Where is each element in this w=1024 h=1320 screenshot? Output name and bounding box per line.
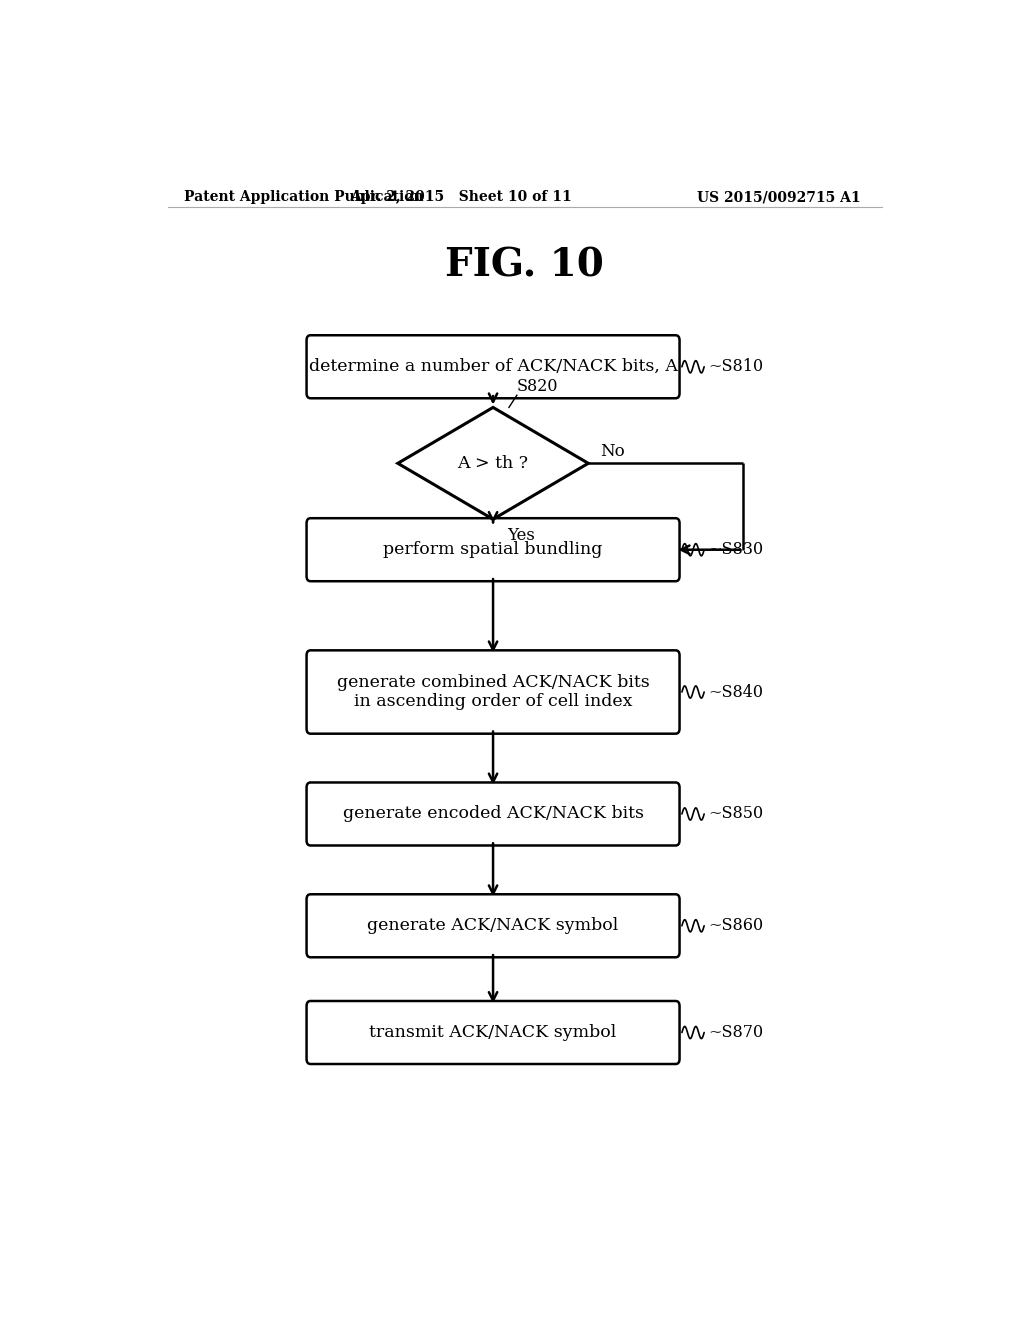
Text: US 2015/0092715 A1: US 2015/0092715 A1 <box>697 190 860 205</box>
Text: ~S830: ~S830 <box>709 541 763 558</box>
Text: FIG. 10: FIG. 10 <box>445 246 604 284</box>
Text: ~S860: ~S860 <box>709 917 763 935</box>
Text: generate ACK/NACK symbol: generate ACK/NACK symbol <box>368 917 618 935</box>
FancyBboxPatch shape <box>306 783 680 846</box>
Text: Yes: Yes <box>507 528 536 544</box>
FancyBboxPatch shape <box>306 335 680 399</box>
Text: Patent Application Publication: Patent Application Publication <box>183 190 423 205</box>
Text: transmit ACK/NACK symbol: transmit ACK/NACK symbol <box>370 1024 616 1041</box>
Text: A > th ?: A > th ? <box>458 455 528 471</box>
FancyBboxPatch shape <box>306 651 680 734</box>
Text: Apr. 2, 2015   Sheet 10 of 11: Apr. 2, 2015 Sheet 10 of 11 <box>350 190 572 205</box>
FancyBboxPatch shape <box>306 519 680 581</box>
Text: No: No <box>600 442 625 459</box>
Text: ~S810: ~S810 <box>709 358 763 375</box>
Text: generate encoded ACK/NACK bits: generate encoded ACK/NACK bits <box>343 805 643 822</box>
Polygon shape <box>397 408 588 519</box>
Text: determine a number of ACK/NACK bits, A: determine a number of ACK/NACK bits, A <box>308 358 678 375</box>
Text: perform spatial bundling: perform spatial bundling <box>383 541 603 558</box>
FancyBboxPatch shape <box>306 1001 680 1064</box>
Text: S820: S820 <box>517 379 558 395</box>
Text: ~S870: ~S870 <box>709 1024 763 1041</box>
Text: generate combined ACK/NACK bits
in ascending order of cell index: generate combined ACK/NACK bits in ascen… <box>337 673 649 710</box>
Text: ~S850: ~S850 <box>709 805 763 822</box>
FancyBboxPatch shape <box>306 894 680 957</box>
Text: ~S840: ~S840 <box>709 684 763 701</box>
